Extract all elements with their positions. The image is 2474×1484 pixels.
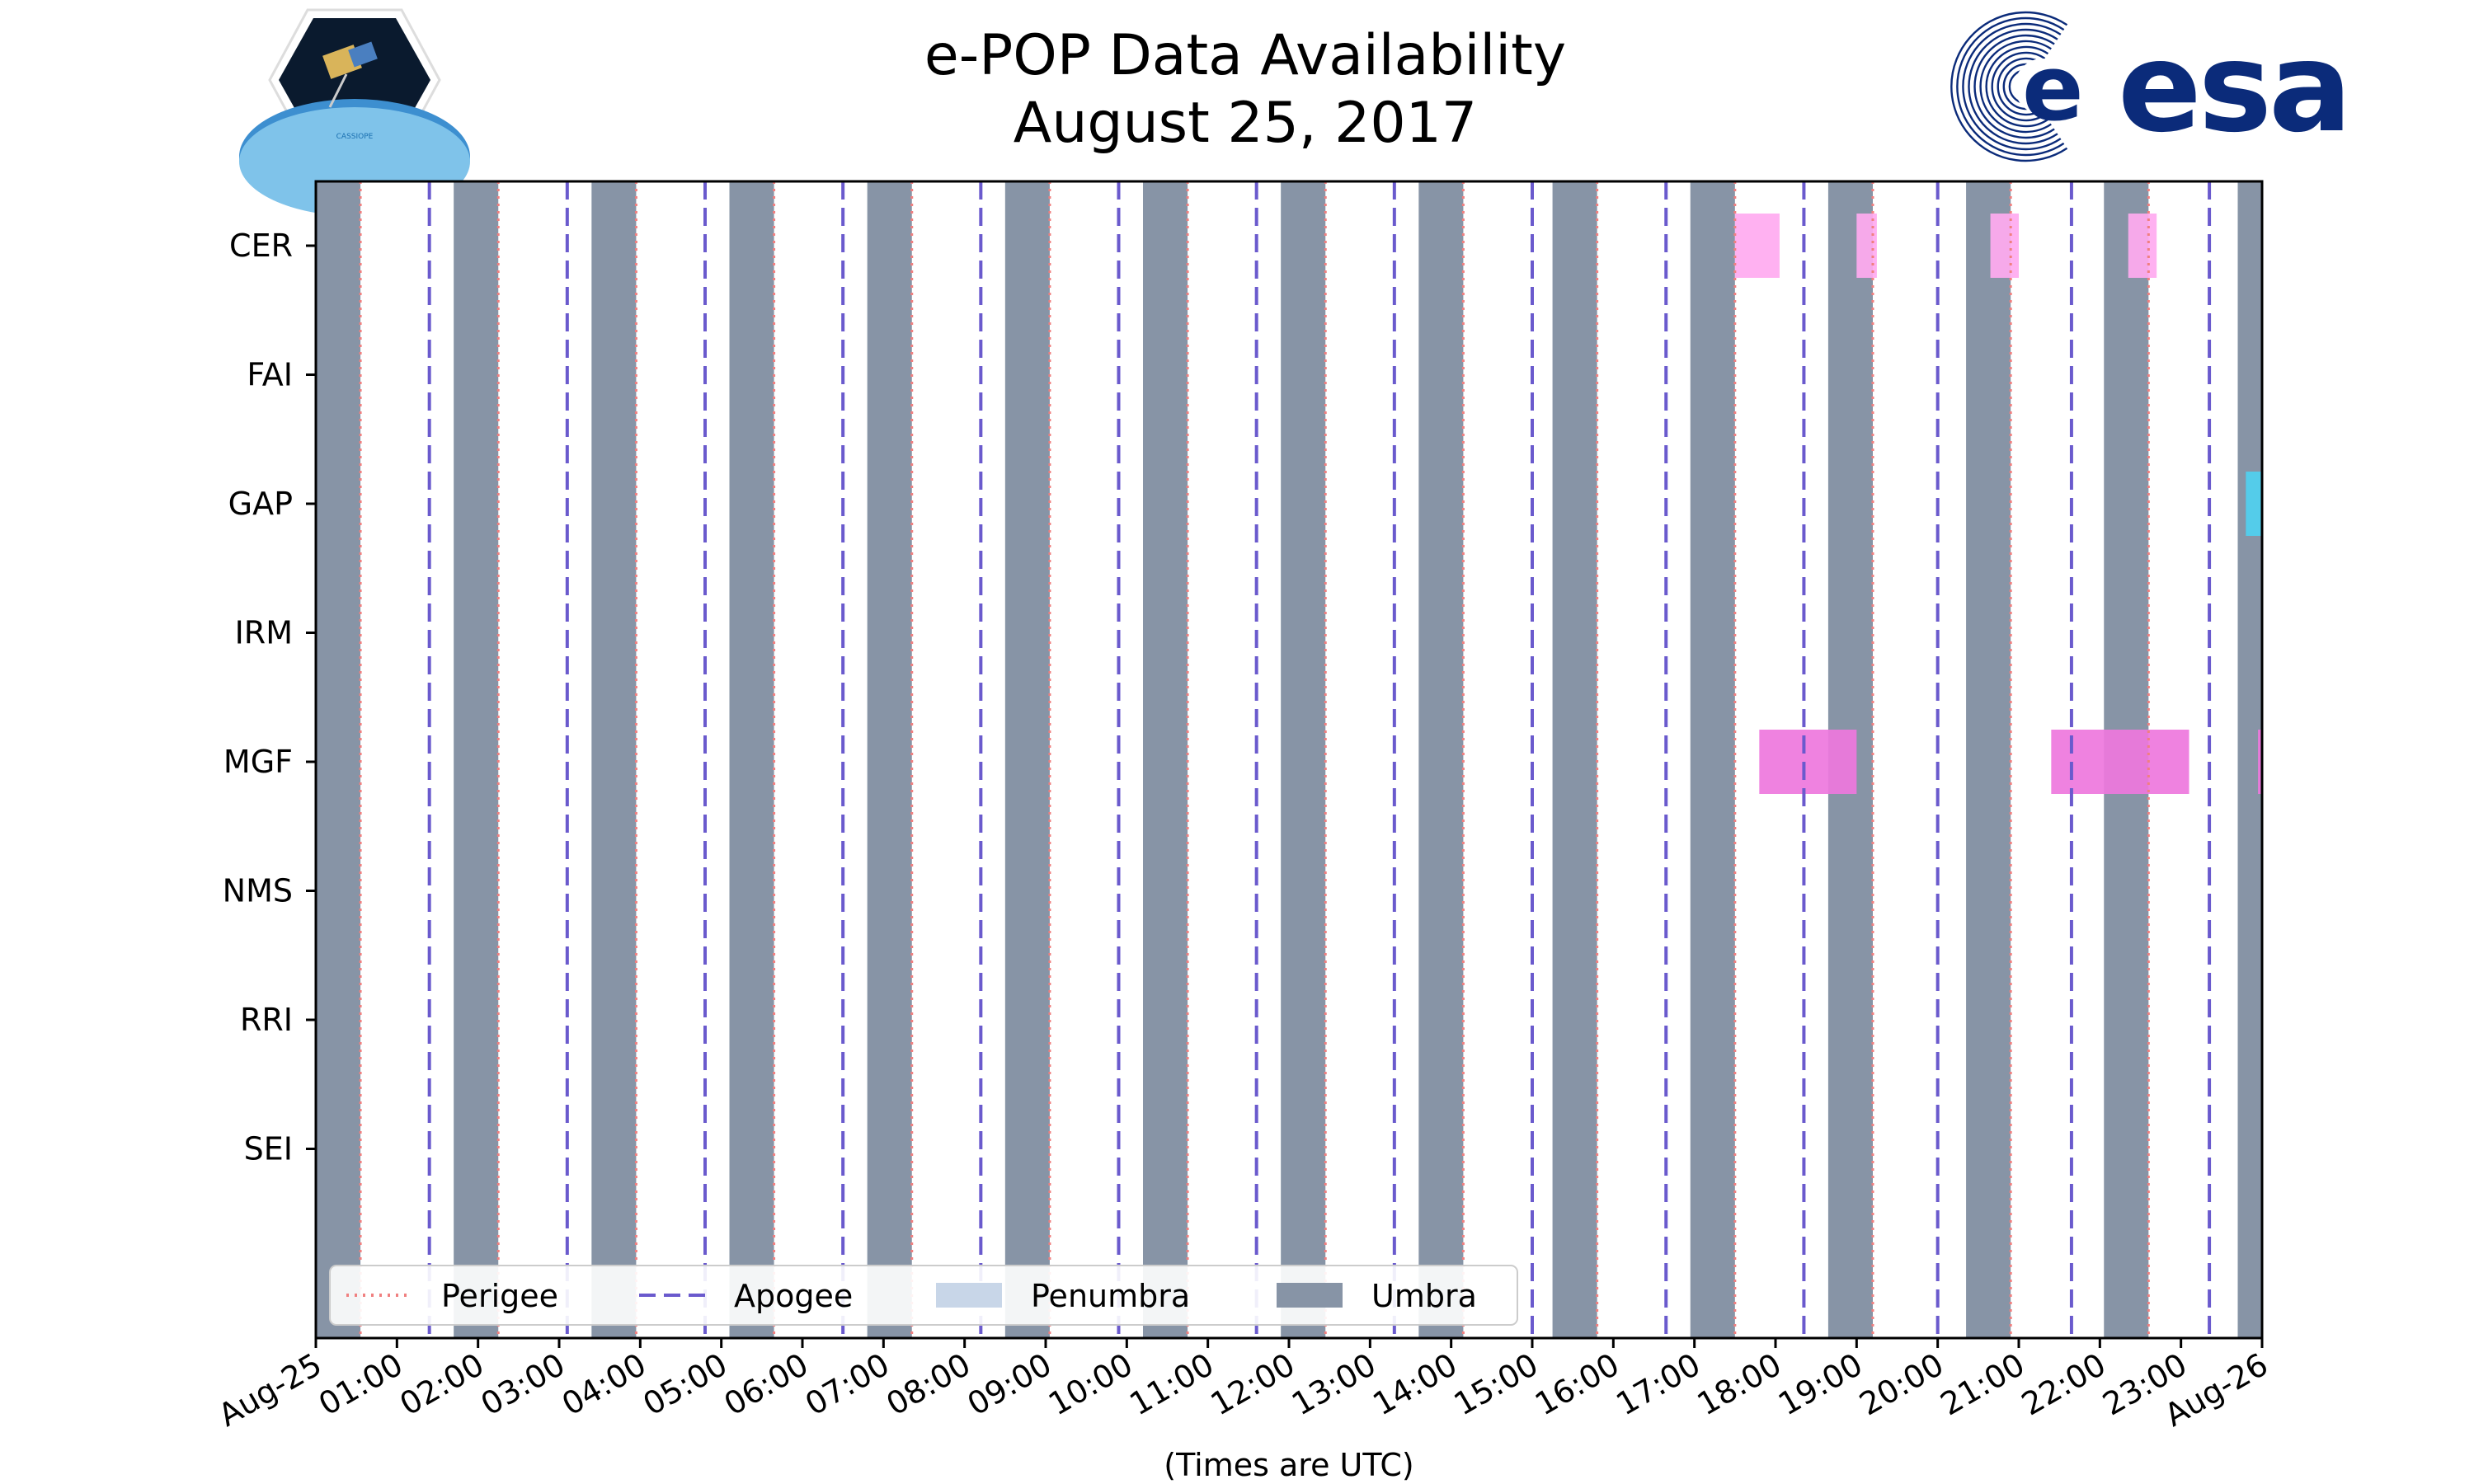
x-tick-label: 05:00 (637, 1346, 733, 1423)
x-tick-label: 13:00 (1286, 1346, 1382, 1423)
x-tick-label: 20:00 (1853, 1346, 1950, 1423)
legend: Perigee Apogee Penumbra Umbra (329, 1265, 1518, 1326)
umbra-band (454, 181, 499, 1338)
umbra-band (1143, 181, 1188, 1338)
y-tick-label: GAP (228, 486, 293, 522)
x-tick-label: 08:00 (880, 1346, 976, 1423)
umbra-band (591, 181, 637, 1338)
legend-label: Umbra (1371, 1278, 1477, 1314)
y-tick-label: RRI (240, 1002, 293, 1038)
esa-swirl-ring (1973, 34, 2055, 139)
x-tick-label: 16:00 (1529, 1346, 1625, 1423)
chart-title-line-1: e-POP Data Availability (924, 23, 1566, 88)
y-tick-label: FAI (247, 357, 293, 393)
data-bar-cer (2128, 214, 2157, 278)
x-tick-label: 04:00 (556, 1346, 652, 1423)
data-bar-cer (1856, 214, 1877, 278)
data-bar-cer (1990, 214, 2019, 278)
esa-swirl-mark: e (1950, 11, 2084, 162)
data-bar-mgf (1759, 730, 1857, 794)
y-tick-label: IRM (235, 615, 293, 651)
umbra-band (1552, 181, 1597, 1338)
y-axis: CER FAI GAP IRM MGF NMS RRI SEI (223, 228, 316, 1167)
data-bar-mgf (2258, 730, 2262, 794)
x-tick-label: 06:00 (718, 1346, 815, 1423)
x-tick-label: 03:00 (475, 1346, 571, 1423)
data-bar-mgf (2051, 730, 2189, 794)
esa-logo: e esa (1950, 11, 2352, 162)
umbra-band (1690, 181, 1735, 1338)
x-tick-label: 19:00 (1772, 1346, 1869, 1423)
x-tick-label: 22:00 (2015, 1346, 2112, 1423)
y-tick-label: MGF (223, 744, 293, 780)
umbra-bands (316, 181, 2262, 1338)
x-tick-label: 14:00 (1366, 1346, 1463, 1423)
umbra-band (1004, 181, 1050, 1338)
x-tick-label: 01:00 (313, 1346, 409, 1423)
legend-label: Penumbra (1031, 1278, 1190, 1314)
esa-swirl-center (2015, 59, 2071, 115)
umbra-band (316, 181, 361, 1338)
legend-label: Apogee (734, 1278, 853, 1314)
esa-swirl-ring (1991, 51, 2046, 122)
esa-swirl-ring (1956, 16, 2065, 157)
data-bar-cer (1734, 214, 1780, 278)
x-tick-label: 10:00 (1042, 1346, 1139, 1423)
cassiope-logo: CASSIOPE (239, 8, 470, 216)
x-tick-label: 09:00 (962, 1346, 1058, 1423)
x-tick-label: 17:00 (1610, 1346, 1706, 1423)
umbra-band (1418, 181, 1464, 1338)
x-tick-label: 15:00 (1448, 1346, 1545, 1423)
esa-swirl-ring (1962, 22, 2062, 151)
esa-swirl-ring (1985, 45, 2049, 128)
chart-title-line-2: August 25, 2017 (1014, 91, 1477, 156)
x-axis-label: (Times are UTC) (1164, 1447, 1413, 1483)
x-tick-label: 12:00 (1205, 1346, 1301, 1423)
legend-swatch-umbra (1277, 1283, 1343, 1308)
umbra-band (729, 181, 774, 1338)
x-tick-label: 11:00 (1123, 1346, 1220, 1423)
esa-logo-text: esa (2118, 16, 2349, 160)
apogee-lines (427, 181, 2212, 1338)
umbra-band (1281, 181, 1326, 1338)
legend-box (329, 1265, 1518, 1326)
esa-swirl-ring (1979, 40, 2052, 134)
umbra-band (1966, 181, 2011, 1338)
data-bar-gap (2246, 472, 2262, 536)
esa-swirl-e: e (2022, 35, 2084, 141)
data-availability-bars (1734, 214, 2262, 794)
y-tick-label: NMS (223, 873, 293, 909)
x-tick-label: 18:00 (1691, 1346, 1788, 1423)
x-tick-label: 21:00 (1935, 1346, 2031, 1423)
y-tick-label: CER (229, 228, 293, 264)
x-tick-label: 02:00 (393, 1346, 490, 1423)
esa-swirl-ring (1968, 28, 2058, 145)
legend-swatch-penumbra (936, 1283, 1002, 1308)
esa-swirl-ring (1950, 11, 2068, 162)
x-tick-label: Aug-25 (212, 1346, 327, 1434)
y-tick-label: SEI (244, 1131, 293, 1167)
x-tick-label: 07:00 (799, 1346, 896, 1423)
legend-label: Perigee (441, 1278, 558, 1314)
esa-swirl-ring (2002, 63, 2039, 110)
x-axis: Aug-2501:0002:0003:0004:0005:0006:0007:0… (212, 1338, 2274, 1434)
cassiope-logo-label: CASSIOPE (336, 133, 374, 141)
umbra-band (867, 181, 912, 1338)
esa-swirl-ring (1997, 57, 2043, 116)
